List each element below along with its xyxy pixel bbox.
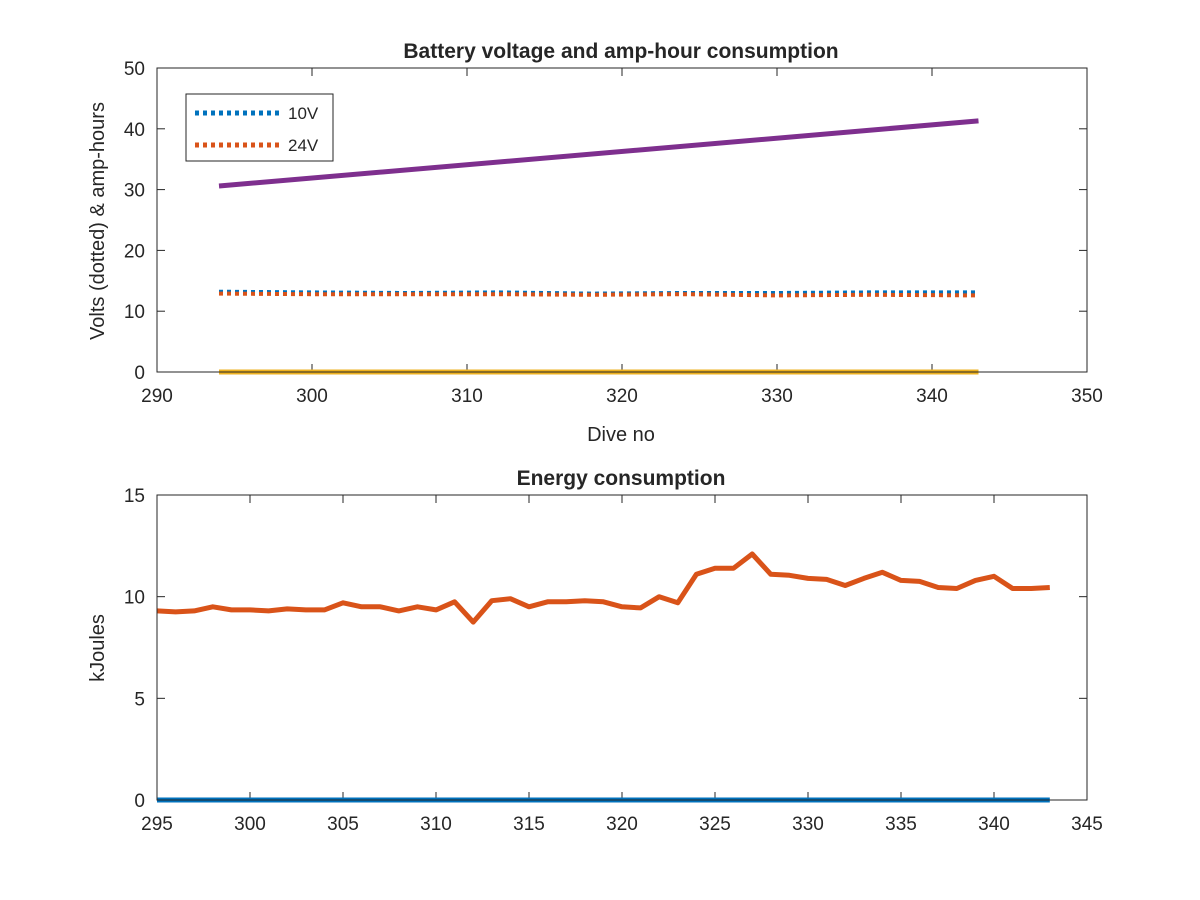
x-tick-label: 350 (1071, 386, 1103, 407)
legend-label-10v: 10V (288, 104, 319, 123)
tick-group: 290 300 310 320 330 340 350 0 10 20 30 40 50 (124, 59, 1103, 407)
x-tick-label: 300 (234, 814, 266, 835)
y-axis-label: Volts (dotted) & amp-hours (87, 102, 109, 340)
x-tick-label: 335 (885, 814, 917, 835)
x-tick-label: 290 (141, 386, 173, 407)
voltage-amphour-panel: Battery voltage and amp-hour consumption… (87, 40, 1103, 446)
y-tick-label: 5 (134, 689, 145, 710)
x-tick-label: 325 (699, 814, 731, 835)
x-tick-label: 305 (327, 814, 359, 835)
series-line-1 (156, 551, 1050, 625)
y-tick-label: 10 (124, 588, 145, 609)
axes-frame (156, 494, 1088, 801)
x-tick-label: 330 (761, 386, 793, 407)
y-tick-label: 10 (124, 302, 145, 323)
tick-group: 295 300 305 310 315 320 325 330 335 340 345 0 5 10 15 (124, 486, 1103, 835)
x-tick-label: 340 (916, 386, 948, 407)
energy-panel: Energy consumption kJoules 295 300 305 310 3… (87, 467, 1103, 835)
x-tick-label: 340 (978, 814, 1010, 835)
y-tick-label: 15 (124, 486, 145, 507)
x-tick-label: 300 (296, 386, 328, 407)
x-tick-label: 315 (513, 814, 545, 835)
x-tick-label: 320 (606, 386, 638, 407)
y-tick-label: 40 (124, 120, 145, 141)
chart-title: Battery voltage and amp-hour consumption (403, 40, 838, 63)
x-tick-label: 295 (141, 814, 173, 835)
legend-box (185, 93, 334, 162)
axes-frame (156, 67, 1088, 373)
y-tick-label: 20 (124, 241, 145, 262)
x-tick-label: 345 (1071, 814, 1103, 835)
legend-label-24v: 24V (288, 136, 319, 155)
x-axis-label: Dive no (587, 424, 655, 446)
x-tick-label: 310 (451, 386, 483, 407)
x-tick-label: 310 (420, 814, 452, 835)
legend: 10V 24V (185, 93, 334, 162)
chart-title: Energy consumption (517, 467, 726, 490)
y-axis-label: kJoules (87, 614, 109, 682)
y-tick-label: 0 (134, 791, 145, 812)
y-tick-label: 30 (124, 181, 145, 202)
y-tick-label: 50 (124, 59, 145, 80)
series-line-3 (218, 118, 979, 189)
x-tick-label: 330 (792, 814, 824, 835)
y-tick-label: 0 (134, 363, 145, 384)
x-tick-label: 320 (606, 814, 638, 835)
